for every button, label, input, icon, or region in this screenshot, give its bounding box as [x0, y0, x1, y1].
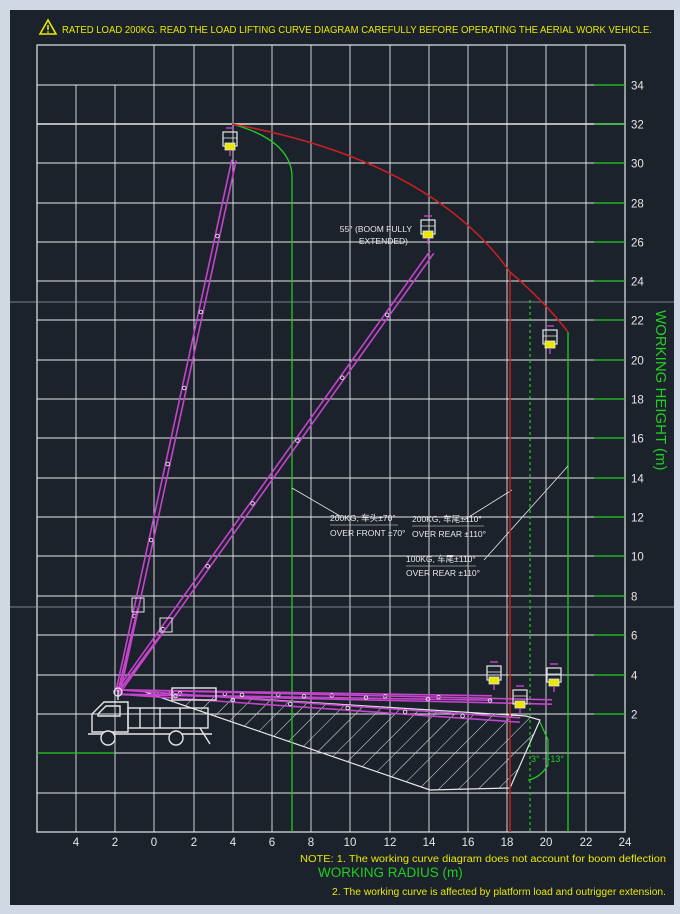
y-tick-label: 14	[631, 474, 644, 486]
front-label-line1: 200KG, 车头±70°	[330, 513, 396, 523]
tilt-arc	[527, 721, 549, 781]
front-limit-curve	[231, 123, 293, 832]
x-tick-label: 22	[580, 837, 593, 849]
boom-partial	[117, 617, 173, 693]
x-tick-label: 2	[191, 837, 197, 849]
y-tick-label: 30	[631, 159, 644, 171]
y-tick-label: 24	[631, 277, 644, 289]
x-tick-label: 4	[230, 837, 237, 849]
x-axis-label: WORKING RADIUS (m)	[318, 865, 463, 880]
warning-header: RATED LOAD 200KG. READ THE LOAD LIFTING …	[38, 18, 652, 36]
x-tick-label: 10	[344, 837, 357, 849]
x-tick-label: 14	[423, 837, 436, 849]
note-2: 2. The working curve is affected by plat…	[332, 887, 666, 898]
rear-wheel	[168, 730, 184, 746]
tilt-label: 3° ~-13°	[531, 754, 564, 764]
x-tick-label: 24	[619, 837, 632, 849]
y-tick-label: 6	[631, 631, 637, 643]
boom-angle-label-line1: 55° (BOOM FULLY	[340, 224, 413, 234]
x-tick-label: 12	[384, 837, 397, 849]
platform-basket	[542, 325, 558, 354]
boom-rest	[171, 687, 217, 701]
x-tick-label: 20	[540, 837, 553, 849]
platform-basket	[486, 661, 502, 690]
platform-basket	[546, 663, 562, 692]
x-tick-label: 18	[501, 837, 514, 849]
chart-grid	[36, 44, 626, 833]
y-tick-label: 32	[631, 120, 644, 132]
rear100-label-line2: OVER REAR ±110°	[406, 568, 480, 578]
front-wheel	[100, 730, 116, 746]
y-tick-label: 2	[631, 710, 637, 722]
boom-horizontal-lower	[117, 689, 521, 723]
x-tick-label: 0	[151, 837, 157, 849]
truck-illustration	[88, 687, 217, 746]
y-tick-label: 26	[631, 238, 644, 250]
y-axis-label: WORKING HEIGHT (m)	[652, 310, 669, 471]
boom-angle-label-line2: EXTENDED)	[359, 236, 408, 246]
y-tick-label: 22	[631, 316, 644, 328]
turntable-pivot	[113, 687, 123, 697]
rear100-label-line1: 100KG, 车尾±110°	[406, 554, 476, 564]
x-tick-label: 8	[308, 837, 314, 849]
y-tick-label: 12	[631, 513, 644, 525]
x-tick-label: 6	[269, 837, 275, 849]
annotations: 55° (BOOM FULLY EXTENDED) 200KG, 车头±70° …	[330, 224, 564, 764]
y-tick-label: 34	[631, 81, 644, 93]
rear200-label-line1: 200KG, 车尾±110°	[412, 514, 482, 524]
platform-basket	[512, 685, 528, 714]
y-tick-label: 4	[631, 671, 638, 683]
y-tick-label: 28	[631, 199, 644, 211]
platform-basket	[420, 215, 436, 244]
front-leader-line	[291, 487, 341, 517]
working-envelope-curve	[231, 123, 569, 832]
green-limit-curves	[231, 123, 569, 832]
y-tick-label: 10	[631, 552, 644, 564]
boom-vertical	[115, 159, 237, 693]
boom-horizontal-mid	[117, 689, 553, 705]
platform-baskets	[222, 127, 562, 714]
y-tick-label: 16	[631, 434, 644, 446]
boom-partial	[117, 597, 145, 693]
x-tick-label: 2	[112, 837, 118, 849]
y-tick-label: 18	[631, 395, 644, 407]
x-tick-label: 4	[73, 837, 80, 849]
y-tick-label: 20	[631, 356, 644, 368]
truck-window	[97, 705, 121, 717]
front-label-line2: OVER FRONT ±70°	[330, 528, 405, 538]
rear200-leader-line	[463, 489, 513, 521]
y-tick-label: 8	[631, 592, 637, 604]
warning-text: RATED LOAD 200KG. READ THE LOAD LIFTING …	[62, 24, 652, 36]
rear200-label-line2: OVER REAR ±110°	[412, 529, 486, 539]
boom-positions	[115, 159, 553, 723]
truck-cab	[91, 701, 129, 733]
board-background	[10, 10, 674, 905]
platform-basket	[222, 127, 238, 156]
warning-triangle-icon	[38, 18, 58, 35]
rear100-leader-line	[483, 465, 569, 561]
note-1: NOTE: 1. The working curve diagram does …	[300, 854, 666, 865]
x-tick-label: 16	[462, 837, 475, 849]
